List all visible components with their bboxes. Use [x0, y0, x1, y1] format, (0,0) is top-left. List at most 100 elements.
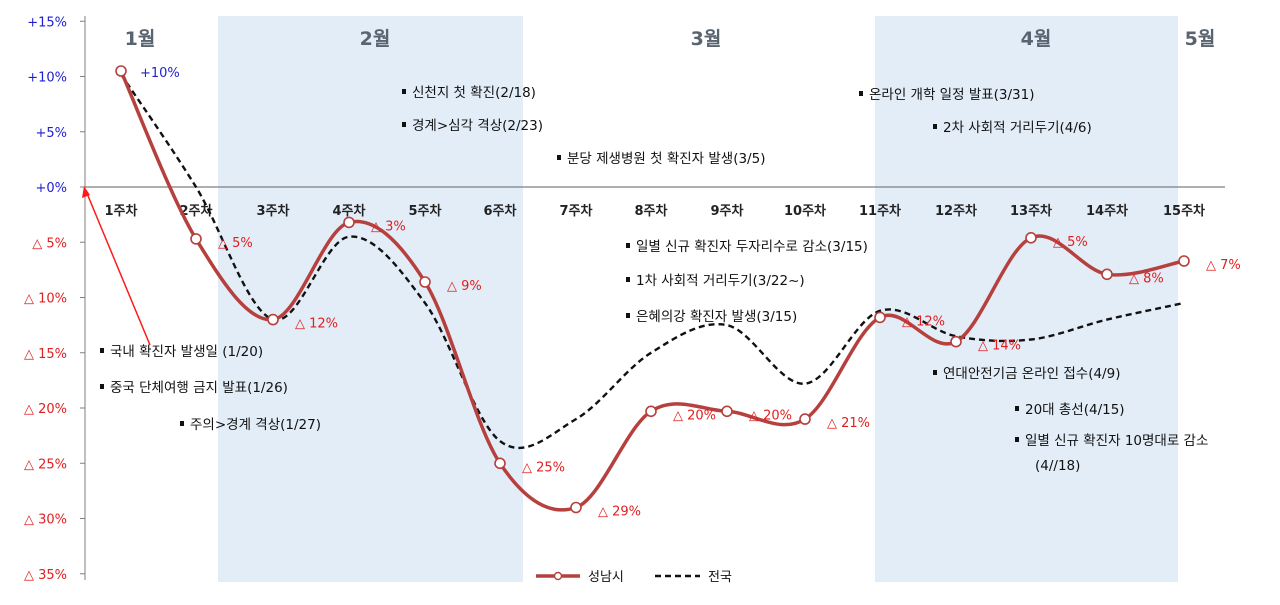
data-label: △ 21% — [827, 416, 870, 431]
data-point — [721, 405, 733, 418]
data-point — [343, 216, 355, 229]
annotation-text: 일별 신규 확진자 두자리수로 감소(3/15) — [636, 239, 868, 255]
data-label: △ 20% — [673, 408, 716, 423]
annotation-text: 1차 사회적 거리두기(3/22~) — [636, 273, 805, 289]
x-tick-label: 1주차 — [105, 203, 138, 219]
annotation-bullet — [626, 313, 630, 318]
data-point — [1178, 255, 1190, 267]
data-point — [115, 65, 127, 77]
x-tick-label: 8주차 — [635, 203, 668, 219]
legend-label-seongnam: 성남시 — [588, 570, 624, 585]
annotation-text: 20대 총선(4/15) — [1025, 402, 1125, 418]
month-label: 5월 — [1185, 28, 1216, 50]
data-label: △ 29% — [598, 505, 641, 520]
y-tick-label: △ 10% — [24, 292, 67, 307]
annotation-bullet — [402, 89, 406, 94]
annotation-text: 신천지 첫 확진(2/18) — [412, 85, 536, 101]
annotation-bullet — [1015, 437, 1019, 442]
y-tick-label: △ 5% — [32, 236, 67, 251]
data-point — [419, 276, 431, 288]
y-tick-label: +0% — [35, 181, 67, 196]
data-label: △ 3% — [371, 219, 406, 234]
annotation-bullet — [402, 122, 406, 127]
data-point — [1101, 268, 1113, 281]
annotation-text: 중국 단체여행 금지 발표(1/26) — [110, 380, 288, 396]
data-label: △ 12% — [295, 317, 338, 332]
x-tick-label: 7주차 — [560, 203, 593, 219]
data-label: △ 5% — [1053, 235, 1088, 250]
data-point — [874, 311, 886, 324]
y-tick-label: △ 15% — [24, 347, 67, 362]
annotation-text: 국내 확진자 발생일 (1/20) — [110, 344, 263, 360]
data-point — [645, 405, 657, 418]
data-label: △ 25% — [522, 460, 565, 475]
x-tick-label: 9주차 — [711, 203, 744, 219]
y-tick-label: △ 35% — [24, 568, 67, 583]
annotation-bullet — [557, 155, 561, 160]
y-tick-label: △ 25% — [24, 457, 67, 472]
annotation-bullet — [100, 384, 104, 389]
month-band-feb — [218, 16, 523, 582]
x-tick-label: 15주차 — [1163, 203, 1205, 219]
annotation-text: 은혜의강 확진자 발생(3/15) — [636, 309, 797, 325]
annotation-text: 주의>경계 격상(1/27) — [190, 417, 321, 433]
data-point — [799, 413, 811, 425]
x-tick-label: 14주차 — [1086, 203, 1128, 219]
month-label: 4월 — [1021, 28, 1052, 50]
data-label: △ 5% — [218, 236, 253, 251]
x-axis: 1주차 2주차 3주차 4주차 5주차 6주차 7주차 8주차 9주차 10주차 11주차 12주차 1… — [85, 186, 1225, 219]
annotation-bullet — [933, 124, 937, 129]
x-tick-label: 2주차 — [180, 203, 213, 219]
annotation-text: 온라인 개학 일정 발표(3/31) — [869, 87, 1035, 103]
y-tick-label: △ 30% — [24, 513, 67, 528]
y-axis: +15% +10% +5% +0% △ 5% △ 10% △ 15% △ 20% △ 25% △ … — [24, 15, 86, 583]
annotation-bullet — [100, 348, 104, 353]
legend-label-national: 전국 — [708, 570, 732, 585]
annotation-text: 경계>심각 격상(2/23) — [412, 118, 543, 134]
data-label: △ 9% — [447, 279, 482, 294]
annotation-text: 분당 제생병원 첫 확진자 발생(3/5) — [567, 151, 765, 167]
annotation-text: 연대안전기금 온라인 접수(4/9) — [943, 366, 1120, 382]
annotation-text: (4//18) — [1035, 458, 1080, 474]
data-point — [190, 233, 202, 245]
annotations: 국내 확진자 발생일 (1/20) 중국 단체여행 금지 발표(1/26) 주의>경… — [82, 85, 1208, 474]
month-label: 2월 — [360, 28, 391, 50]
data-label: △ 7% — [1206, 258, 1241, 273]
x-tick-label: 13주차 — [1010, 203, 1052, 219]
x-tick-label: 4주차 — [333, 203, 366, 219]
x-tick-label: 10주차 — [784, 203, 826, 219]
annotation-arrowhead — [82, 186, 90, 198]
data-labels: +10% △ 5% △ 12% △ 3% △ 9% △ 25% △ 29% △ 20% △ 20… — [140, 66, 1241, 520]
month-bands — [218, 16, 1178, 582]
annotation-bullet — [859, 91, 863, 96]
y-tick-label: +5% — [35, 126, 67, 141]
month-label: 1월 — [125, 28, 156, 50]
annotation-bullet — [1015, 406, 1019, 411]
annotation-text: 일별 신규 확진자 10명대로 감소 — [1025, 433, 1208, 449]
month-labels: 1월 2월 3월 4월 5월 — [125, 28, 1216, 50]
month-band-apr — [875, 16, 1178, 582]
data-point — [494, 457, 506, 470]
annotation-arrow — [85, 190, 151, 346]
data-label: △ 8% — [1129, 271, 1164, 286]
data-label: △ 14% — [978, 339, 1021, 354]
x-tick-label: 11주차 — [859, 203, 901, 219]
x-tick-label: 5주차 — [409, 203, 442, 219]
y-tick-label: +10% — [27, 71, 67, 86]
series-markers — [115, 65, 1190, 514]
annotation-bullet — [626, 243, 630, 248]
data-point — [950, 335, 962, 348]
data-point — [267, 313, 279, 326]
data-point — [570, 501, 582, 514]
x-tick-label: 6주차 — [484, 203, 517, 219]
annotation-bullet — [933, 370, 937, 375]
legend-marker-seongnam — [553, 571, 563, 581]
annotation-bullet — [180, 421, 184, 426]
legend: 성남시 전국 — [536, 570, 732, 585]
x-tick-label: 12주차 — [935, 203, 977, 219]
y-tick-label: △ 20% — [24, 402, 67, 417]
data-label: △ 12% — [902, 314, 945, 329]
y-tick-label: +15% — [27, 15, 67, 30]
data-label: +10% — [140, 66, 180, 81]
